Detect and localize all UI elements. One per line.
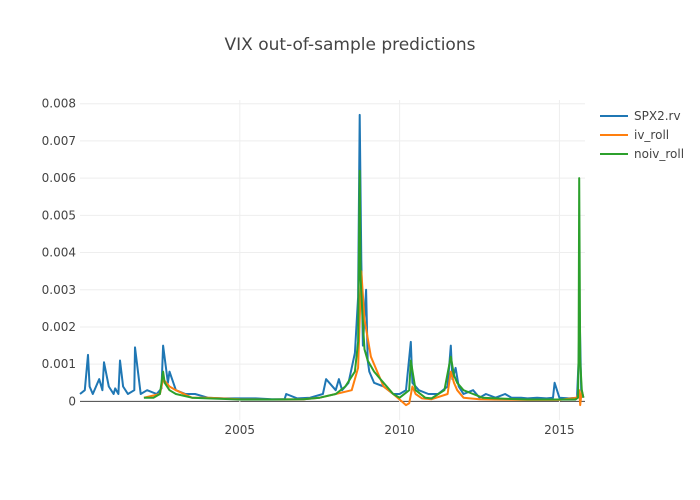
y-tick-label: 0.008 [42, 97, 76, 111]
y-tick-label: 0.001 [42, 357, 76, 371]
y-tick-label: 0.006 [42, 171, 76, 185]
y-tick-label: 0.002 [42, 320, 76, 334]
legend-label: iv_roll [634, 128, 669, 142]
y-tick-label: 0.005 [42, 208, 76, 222]
series-line-spx2-rv [79, 113, 585, 401]
x-tick-label: 2010 [384, 423, 415, 437]
axes: 0 0.001 0.002 0.003 0.004 0.005 0.006 0.007 0.00… [42, 97, 575, 437]
grid-lines [80, 100, 585, 420]
x-tick-label: 2015 [544, 423, 575, 437]
x-tick-label: 2005 [225, 423, 256, 437]
series-line-noiv-roll [143, 169, 585, 401]
y-tick-label: 0.003 [42, 283, 76, 297]
y-tick-label: 0.007 [42, 134, 76, 148]
legend: SPX2.rv iv_roll noiv_roll [600, 109, 684, 161]
series-lines [79, 113, 585, 407]
legend-label: SPX2.rv [634, 109, 681, 123]
y-tick-label: 0.004 [42, 246, 76, 260]
y-tick-label: 0 [68, 394, 76, 408]
legend-label: noiv_roll [634, 147, 684, 161]
chart-title: VIX out-of-sample predictions [225, 35, 476, 55]
